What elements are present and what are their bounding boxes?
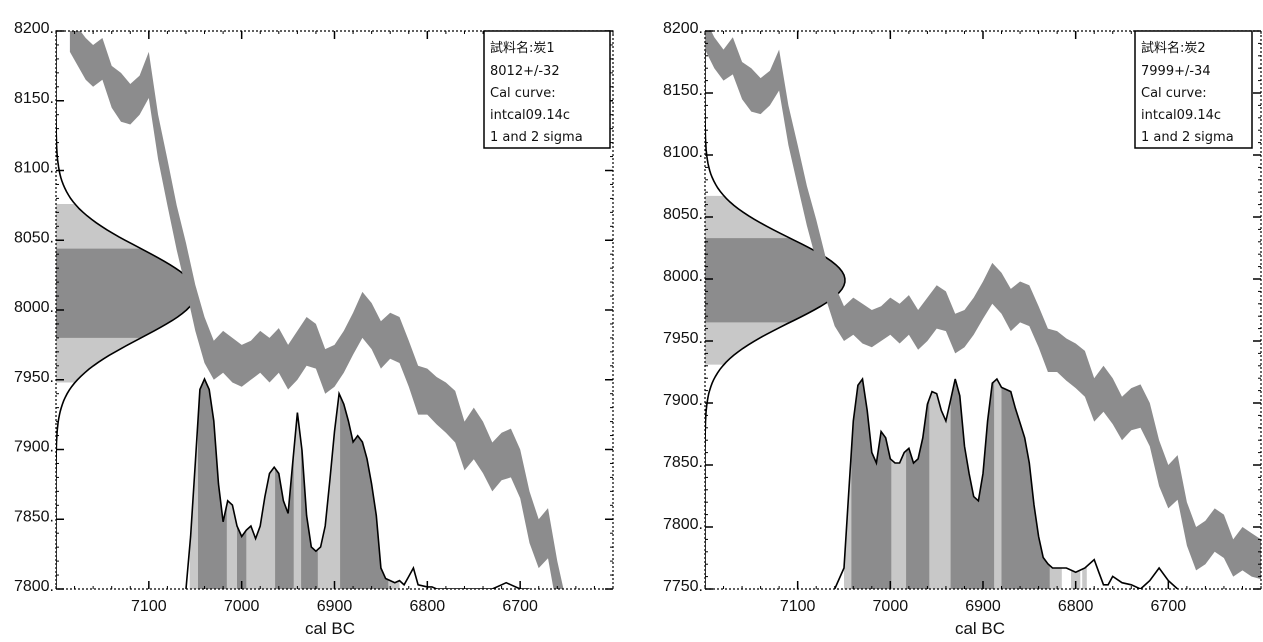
- sigma1-range-fill: [301, 442, 318, 589]
- sigma1-range-fill: [1001, 387, 1050, 589]
- x-axis-label: cal BC: [955, 619, 1005, 638]
- y-tick-label: 7950.: [663, 330, 703, 347]
- probability-curve: [185, 377, 530, 589]
- x-tick-label: 6900: [317, 598, 353, 615]
- sigma1-range-fill: [237, 526, 247, 589]
- legend-box: 試料名:炭2 7999+/-34 Cal curve: intcal09.14c…: [1134, 30, 1253, 149]
- legend-sigma: 1 and 2 sigma: [490, 130, 583, 145]
- x-tick-label: 7000: [224, 598, 260, 615]
- y-tick-label: 8150.: [663, 82, 703, 99]
- x-tick-label: 7000: [873, 598, 909, 615]
- age-sigma1-band: [56, 248, 196, 338]
- y-tick-label: 8200.: [14, 20, 54, 37]
- plot-area: [705, 31, 1261, 589]
- x-tick-label: 6800: [1058, 598, 1094, 615]
- axes: 7800. 7850. 7900. 7950. 8000. 8050. 8100. 8150.…: [14, 20, 614, 615]
- y-tick-label: 7800.: [14, 578, 54, 595]
- y-tick-label: 8100.: [663, 144, 703, 161]
- probability-curve: [833, 376, 1179, 589]
- legend-sample-name: 試料名:炭1: [490, 40, 555, 56]
- legend-cal-curve-name: intcal09.14c: [490, 108, 570, 123]
- legend-age: 7999+/-34: [1141, 64, 1211, 79]
- sigma1-range-fill: [340, 395, 389, 589]
- legend-age: 8012+/-32: [490, 64, 560, 79]
- x-tick-label: 7100: [131, 598, 167, 615]
- sigma2-range-fill: [1082, 566, 1087, 589]
- calibration-curve-band: [705, 31, 1261, 580]
- x-tick-label: 6700: [502, 598, 538, 615]
- legend-box: 試料名:炭1 8012+/-32 Cal curve: intcal09.14c…: [483, 30, 611, 149]
- age-gaussian-outline: [705, 31, 846, 589]
- x-tick-label: 6800: [410, 598, 446, 615]
- plot-area: [56, 31, 564, 589]
- legend-cal-curve-label: Cal curve:: [1141, 86, 1207, 101]
- y-tick-label: 7800.: [663, 516, 703, 533]
- x-tick-label: 7100: [780, 598, 816, 615]
- sigma2-range-fill: [1071, 570, 1081, 589]
- y-tick-label: 8150.: [14, 90, 54, 107]
- y-tick-label: 7750.: [663, 578, 703, 595]
- y-tick-label: 8000.: [663, 268, 703, 285]
- x-tick-label: 6700: [1151, 598, 1187, 615]
- y-tick-label: 7900.: [14, 439, 54, 456]
- calibration-curve-band: [69, 31, 564, 589]
- legend-cal-curve-label: Cal curve:: [490, 86, 556, 101]
- y-tick-label: 8000.: [14, 299, 54, 316]
- y-tick-label: 8200.: [663, 20, 703, 37]
- legend-frame: [1134, 30, 1253, 149]
- y-tick-label: 8050.: [663, 206, 703, 223]
- sigma1-range-fill: [198, 379, 227, 589]
- y-tick-label: 7950.: [14, 369, 54, 386]
- legend-sample-name: 試料名:炭2: [1141, 40, 1206, 56]
- y-tick-label: 8050.: [14, 229, 54, 246]
- legend-sigma: 1 and 2 sigma: [1141, 130, 1234, 145]
- legend-cal-curve-name: intcal09.14c: [1141, 108, 1221, 123]
- axes: 7750. 7800. 7850. 7900. 7950. 8000. 8050. 8100.…: [663, 20, 1262, 615]
- y-tick-label: 7850.: [14, 508, 54, 525]
- y-tick-label: 7850.: [663, 454, 703, 471]
- chart-panel-2: 7750. 7800. 7850. 7900. 7950. 8000. 8050. 8100.…: [663, 20, 1262, 638]
- sigma1-range-fill: [906, 399, 930, 589]
- sigma1-range-fill: [275, 452, 294, 589]
- x-axis-label: cal BC: [305, 619, 355, 638]
- x-tick-label: 6900: [965, 598, 1001, 615]
- chart-panel-1: 7800. 7850. 7900. 7950. 8000. 8050. 8100. 8150.…: [14, 20, 614, 638]
- sigma1-range-fill: [851, 379, 892, 589]
- legend-frame: [483, 30, 611, 149]
- age-sigma1-band: [705, 238, 845, 323]
- y-tick-label: 8100.: [14, 160, 54, 177]
- sigma1-range-fill: [950, 379, 995, 589]
- y-tick-label: 7900.: [663, 392, 703, 409]
